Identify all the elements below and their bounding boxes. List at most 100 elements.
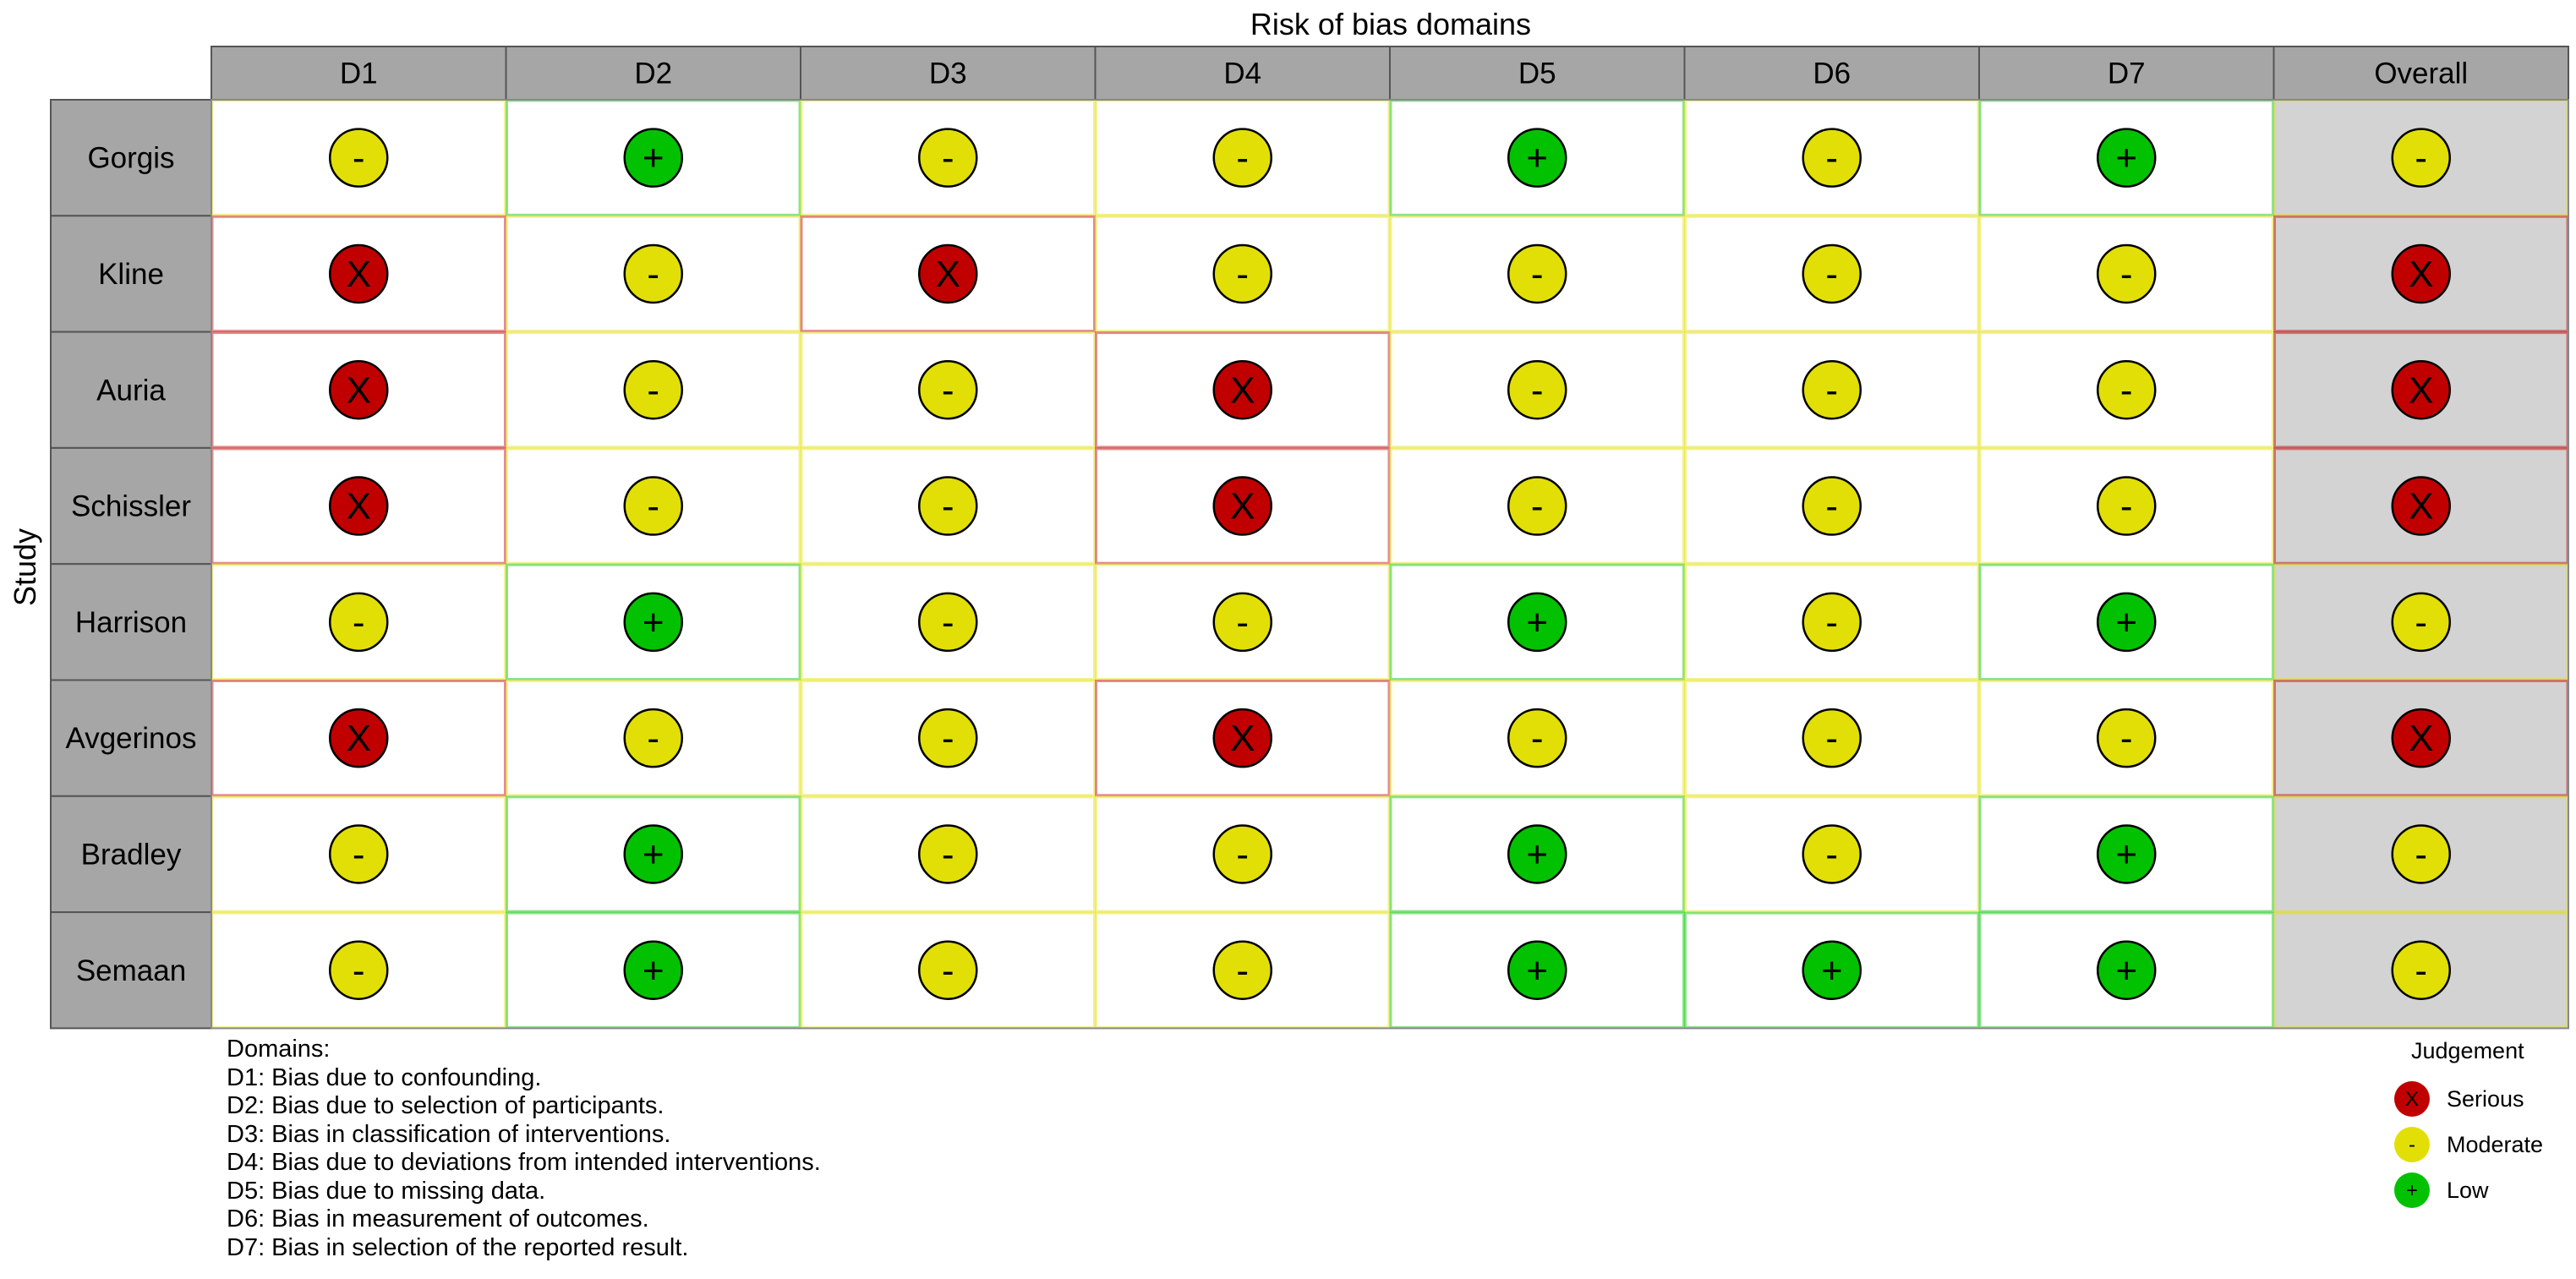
legend-items: X Serious - Moderate + Low — [2393, 1076, 2543, 1213]
judgement-marker-bradley-d5 — [1507, 824, 1567, 884]
cell-border-auria-d3 — [800, 331, 1096, 449]
cell-border-harrison-d5 — [1389, 563, 1685, 681]
column-header-overall — [2272, 46, 2569, 101]
judgement-marker-harrison-overall — [2391, 592, 2451, 653]
cell-border-kline-d5 — [1389, 215, 1685, 333]
judgement-symbol-avgerinos-d3: - — [942, 718, 954, 759]
judgement-marker-semaan-overall — [2391, 940, 2451, 1000]
study-label-kline: Kline — [98, 258, 164, 291]
judgement-marker-gorgis-d3 — [918, 128, 978, 188]
judgement-symbol-avgerinos-overall: X — [2409, 718, 2433, 759]
judgement-symbol-avgerinos-d6: - — [1825, 718, 1838, 759]
judgement-marker-avgerinos-d5 — [1507, 708, 1567, 768]
judgement-marker-auria-d6 — [1802, 360, 1862, 420]
judgement-symbol-kline-d4: - — [1236, 254, 1249, 295]
judgement-symbol-gorgis-d3: - — [942, 138, 954, 179]
legend-marker-circle-moderate — [2394, 1127, 2430, 1162]
judgement-marker-harrison-d5 — [1507, 592, 1567, 653]
judgement-symbol-bradley-d3: - — [942, 834, 954, 875]
cell-border-avgerinos-d6 — [1684, 680, 1980, 797]
judgement-marker-semaan-d6 — [1802, 940, 1862, 1000]
judgement-marker-semaan-d4 — [1212, 940, 1272, 1000]
legend-label-serious: Serious — [2447, 1085, 2524, 1112]
study-label-bradley: Bradley — [81, 838, 182, 871]
cell-border-avgerinos-d3 — [800, 680, 1096, 797]
cell-border-avgerinos-d7 — [1978, 680, 2274, 797]
judgement-marker-harrison-d7 — [2097, 592, 2157, 653]
study-label-schissler: Schissler — [71, 490, 191, 523]
cell-border-harrison-d6 — [1684, 563, 1980, 681]
cell-border-avgerinos-d2 — [506, 680, 801, 797]
judgement-symbol-kline-d1: X — [347, 254, 371, 295]
row-header-gorgis — [50, 99, 212, 217]
judgement-symbol-gorgis-d4: - — [1236, 138, 1249, 179]
judgement-symbol-bradley-d6: - — [1825, 834, 1838, 875]
judgement-symbol-semaan-d6: + — [1821, 950, 1843, 992]
judgement-symbol-semaan-d5: + — [1526, 950, 1548, 992]
judgement-marker-gorgis-overall — [2391, 128, 2451, 188]
row-header-auria — [50, 331, 212, 449]
grid-frame — [211, 99, 2569, 1030]
legend-marker-symbol-moderate: - — [2409, 1134, 2415, 1156]
domain-description-d1: D1: Bias due to confounding. — [227, 1063, 542, 1091]
judgement-marker-kline-d5 — [1507, 243, 1567, 304]
judgement-symbol-harrison-d3: - — [942, 602, 954, 643]
judgement-marker-avgerinos-overall — [2391, 708, 2451, 768]
column-header-d4 — [1094, 46, 1391, 101]
judgement-symbol-bradley-d5: + — [1526, 834, 1548, 875]
cell-border-bradley-d5 — [1389, 795, 1685, 913]
study-label-auria: Auria — [96, 374, 166, 407]
column-label-d3: D3 — [929, 57, 967, 90]
judgement-symbol-gorgis-d2: + — [643, 138, 665, 179]
judgement-symbol-harrison-overall: - — [2415, 602, 2427, 643]
judgement-symbol-schissler-overall: X — [2409, 486, 2433, 527]
domain-description-d4: D4: Bias due to deviations from intended… — [227, 1149, 821, 1176]
judgement-symbol-harrison-d5: + — [1526, 602, 1548, 643]
judgement-symbol-avgerinos-d2: - — [647, 718, 659, 759]
column-header-d6 — [1683, 46, 1980, 101]
cell-border-kline-d4 — [1095, 215, 1391, 333]
judgement-symbol-gorgis-d5: + — [1526, 138, 1548, 179]
judgement-marker-kline-d3 — [918, 243, 978, 304]
judgement-marker-harrison-d4 — [1212, 592, 1272, 653]
row-header-schissler — [50, 446, 212, 566]
cell-border-schissler-d3 — [800, 447, 1096, 565]
judgement-marker-schissler-d2 — [623, 476, 683, 536]
row-header-harrison — [50, 563, 212, 681]
column-label-d6: D6 — [1813, 57, 1851, 90]
judgement-marker-schissler-d4 — [1212, 476, 1272, 536]
y-axis-title: Study — [8, 527, 42, 607]
judgement-symbol-semaan-d2: + — [643, 950, 665, 992]
judgement-symbol-kline-d7: - — [2120, 254, 2133, 295]
domain-description-d3: D3: Bias in classification of interventi… — [227, 1120, 671, 1148]
cell-border-bradley-d7 — [1978, 795, 2274, 913]
judgement-marker-harrison-d6 — [1802, 592, 1862, 653]
cell-border-schissler-d5 — [1389, 447, 1685, 565]
judgement-symbol-semaan-d1: - — [353, 950, 365, 992]
judgement-marker-auria-d7 — [2097, 360, 2157, 420]
domains-key-title: Domains: — [227, 1036, 331, 1063]
cell-border-bradley-d6 — [1684, 795, 1980, 913]
domain-description-d2: D2: Bias due to selection of participant… — [227, 1092, 665, 1119]
judgement-marker-auria-d4 — [1212, 360, 1272, 420]
judgement-marker-avgerinos-d3 — [918, 708, 978, 768]
cell-border-schissler-d2 — [506, 447, 801, 565]
domain-description-d7: D7: Bias in selection of the reported re… — [227, 1233, 689, 1261]
legend-marker-symbol-low: + — [2406, 1179, 2418, 1202]
column-header-d1 — [211, 46, 507, 101]
judgement-symbol-schissler-d6: - — [1825, 486, 1838, 527]
judgement-symbol-schissler-d4: X — [1230, 486, 1255, 527]
column-label-d5: D5 — [1518, 57, 1556, 90]
domain-description-d6: D6: Bias in measurement of outcomes. — [227, 1205, 649, 1233]
study-label-gorgis: Gorgis — [87, 142, 174, 175]
legend-item-low: + Low — [2393, 1167, 2543, 1213]
judgement-symbol-schissler-d7: - — [2120, 486, 2133, 527]
judgement-symbol-harrison-d1: - — [353, 602, 365, 643]
judgement-symbol-gorgis-d1: - — [353, 138, 365, 179]
row-header-avgerinos — [50, 679, 212, 797]
judgement-marker-avgerinos-d7 — [2097, 708, 2157, 768]
cell-border-bradley-d3 — [800, 795, 1096, 913]
judgement-symbol-avgerinos-d7: - — [2120, 718, 2133, 759]
judgement-marker-schissler-d1 — [329, 476, 389, 536]
